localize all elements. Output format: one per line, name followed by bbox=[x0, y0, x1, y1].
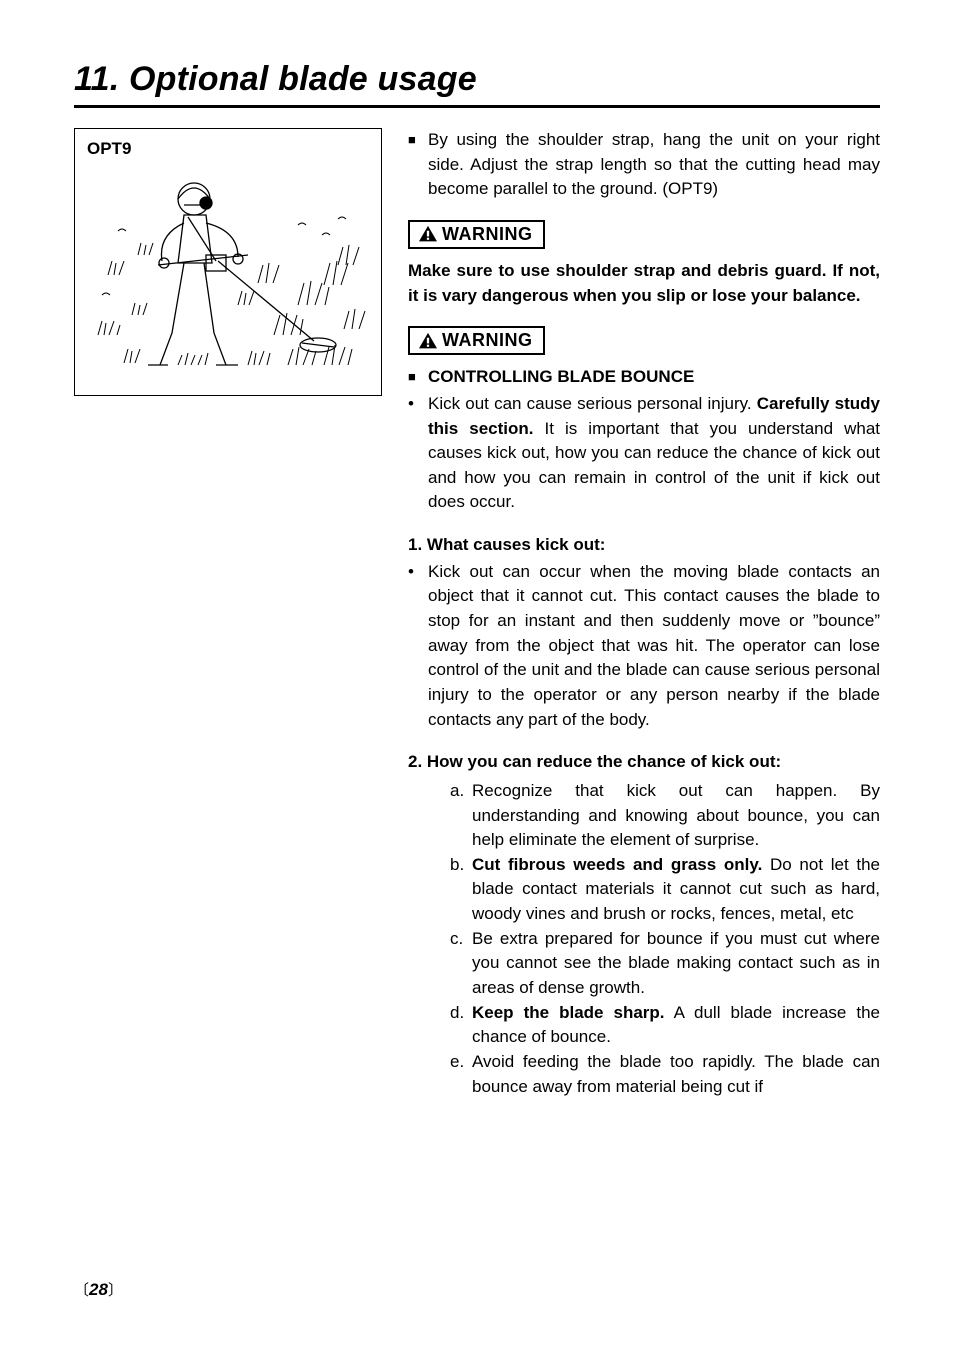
controlling-heading: CONTROLLING BLADE BOUNCE bbox=[428, 365, 694, 390]
list-item: b. Cut fibrous weeds and grass only. Do … bbox=[450, 853, 880, 927]
item-text: Keep the blade sharp. A dull blade incre… bbox=[472, 1001, 880, 1050]
warning-box: WARNING bbox=[408, 326, 545, 355]
warning-block-1: WARNING Make sure to use shoulder strap … bbox=[408, 220, 880, 308]
item-pre: Recognize that kick out can happen. By u… bbox=[472, 781, 880, 849]
section1-bullet-text: Kick out can cause serious personal inju… bbox=[428, 392, 880, 515]
title-rule bbox=[74, 105, 880, 108]
item-letter: d. bbox=[450, 1001, 472, 1050]
item-pre: Be extra prepared for bounce if you must… bbox=[472, 929, 880, 997]
figure-label: OPT9 bbox=[87, 139, 369, 159]
warning-triangle-icon bbox=[418, 332, 438, 350]
bullet-icon: • bbox=[408, 392, 428, 515]
list-item: a. Recognize that kick out can happen. B… bbox=[450, 779, 880, 853]
list-item: e. Avoid feeding the blade too rapidly. … bbox=[450, 1050, 880, 1099]
square-bullet-icon: ■ bbox=[408, 365, 428, 390]
item-text: Avoid feeding the blade too rapidly. The… bbox=[472, 1050, 880, 1099]
page-footer: 〔28〕 bbox=[74, 1279, 123, 1300]
left-column: OPT9 bbox=[74, 128, 382, 1117]
operator-illustration bbox=[87, 165, 369, 383]
h1-bullet-text: Kick out can occur when the moving blade… bbox=[428, 560, 880, 732]
item-text: Cut fibrous weeds and grass only. Do not… bbox=[472, 853, 880, 927]
warning1-text: Make sure to use shoulder strap and debr… bbox=[408, 259, 880, 308]
item-letter: e. bbox=[450, 1050, 472, 1099]
list-item: c. Be extra prepared for bounce if you m… bbox=[450, 927, 880, 1001]
item-text: Recognize that kick out can happen. By u… bbox=[472, 779, 880, 853]
square-bullet-icon: ■ bbox=[408, 128, 428, 202]
bullet-icon: • bbox=[408, 560, 428, 732]
page-number: 28 bbox=[89, 1280, 108, 1299]
warning-box: WARNING bbox=[408, 220, 545, 249]
h1-bullet-row: • Kick out can occur when the moving bla… bbox=[408, 560, 880, 732]
right-column: ■ By using the shoulder strap, hang the … bbox=[408, 128, 880, 1117]
item-letter: a. bbox=[450, 779, 472, 853]
section1-bullet-row: • Kick out can cause serious personal in… bbox=[408, 392, 880, 515]
warning-block-2: WARNING ■ CONTROLLING BLADE BOUNCE • Kic… bbox=[408, 326, 880, 1099]
s1-pre: Kick out can cause serious personal inju… bbox=[428, 394, 757, 413]
item-bold: Keep the blade sharp. bbox=[472, 1003, 665, 1022]
item-letter: b. bbox=[450, 853, 472, 927]
h1: 1. What causes kick out: bbox=[408, 533, 880, 558]
warning-label: WARNING bbox=[442, 224, 533, 245]
section-title: 11. Optional blade usage bbox=[74, 60, 880, 99]
warning-triangle-icon bbox=[418, 225, 438, 243]
item-letter: c. bbox=[450, 927, 472, 1001]
figure-box: OPT9 bbox=[74, 128, 382, 396]
warning-label: WARNING bbox=[442, 330, 533, 351]
item-text: Be extra prepared for bounce if you must… bbox=[472, 927, 880, 1001]
intro-text: By using the shoulder strap, hang the un… bbox=[428, 128, 880, 202]
controlling-heading-row: ■ CONTROLLING BLADE BOUNCE bbox=[408, 365, 880, 390]
h2: 2. How you can reduce the chance of kick… bbox=[408, 750, 880, 775]
list-item: d. Keep the blade sharp. A dull blade in… bbox=[450, 1001, 880, 1050]
intro-paragraph: ■ By using the shoulder strap, hang the … bbox=[408, 128, 880, 202]
lettered-list: a. Recognize that kick out can happen. B… bbox=[408, 779, 880, 1099]
item-bold: Cut fibrous weeds and grass only. bbox=[472, 855, 762, 874]
item-pre: Avoid feeding the blade too rapidly. The… bbox=[472, 1052, 880, 1096]
